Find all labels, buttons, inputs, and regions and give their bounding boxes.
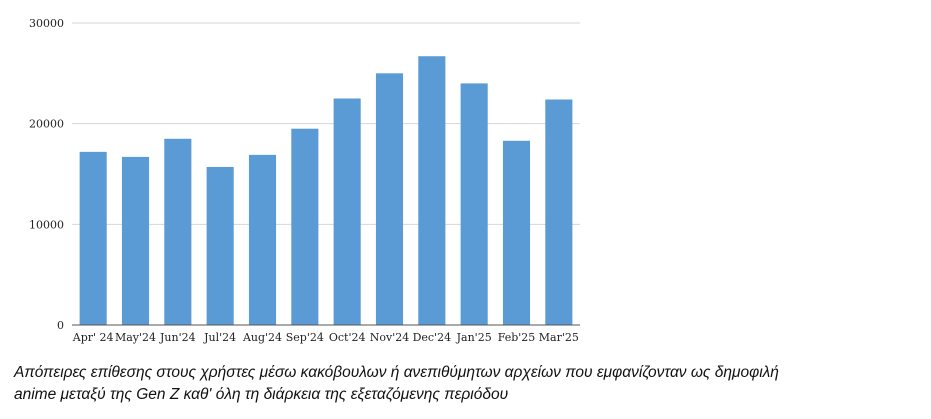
bar xyxy=(206,166,234,325)
x-tick-label: Mar'25 xyxy=(539,331,579,344)
caption-line-2: anime μεταξύ της Gen Z καθ' όλη τη διάρκ… xyxy=(14,386,509,403)
bars xyxy=(79,56,573,326)
bar xyxy=(291,128,319,325)
y-tick-label: 10000 xyxy=(29,218,64,231)
x-tick-label: Jul'24 xyxy=(203,331,236,344)
bar xyxy=(418,56,446,325)
x-tick-label: Nov'24 xyxy=(370,331,409,344)
y-axis-tick-labels: 0 10000 20000 30000 xyxy=(29,17,64,332)
bar xyxy=(333,98,361,325)
y-tick-label: 20000 xyxy=(29,118,64,131)
caption-line-1: Απόπειρες επίθεσης στους χρήστες μέσω κα… xyxy=(14,364,779,381)
bar xyxy=(375,73,404,325)
x-tick-label: Apr' 24 xyxy=(72,331,114,344)
x-tick-label: Dec'24 xyxy=(413,331,452,344)
y-tick-label: 0 xyxy=(57,319,64,332)
y-tick-label: 30000 xyxy=(29,17,64,30)
x-tick-label: Sep'24 xyxy=(286,331,324,344)
x-tick-label: May'24 xyxy=(115,331,156,344)
figure-caption: Απόπειρες επίθεσης στους χρήστες μέσω κα… xyxy=(14,362,919,406)
bar xyxy=(502,140,531,325)
bar xyxy=(164,138,192,325)
bar xyxy=(460,83,488,326)
grid-lines xyxy=(72,22,580,225)
bar xyxy=(79,151,107,325)
x-tick-label: Jan'25 xyxy=(456,331,492,344)
bar-chart: 0 10000 20000 30000 Apr' 24 May'24 Jun'24 Jul'… xyxy=(29,17,580,344)
bar xyxy=(248,154,277,325)
bar xyxy=(121,156,150,325)
x-axis-tick-labels: Apr' 24 May'24 Jun'24 Jul'24 Aug'24 Sep'24 Oct… xyxy=(72,331,579,344)
bar xyxy=(545,99,573,325)
x-tick-label: Aug'24 xyxy=(242,331,282,344)
x-tick-label: Feb'25 xyxy=(498,331,536,344)
x-tick-label: Jun'24 xyxy=(159,331,196,344)
x-tick-label: Oct'24 xyxy=(329,331,366,344)
